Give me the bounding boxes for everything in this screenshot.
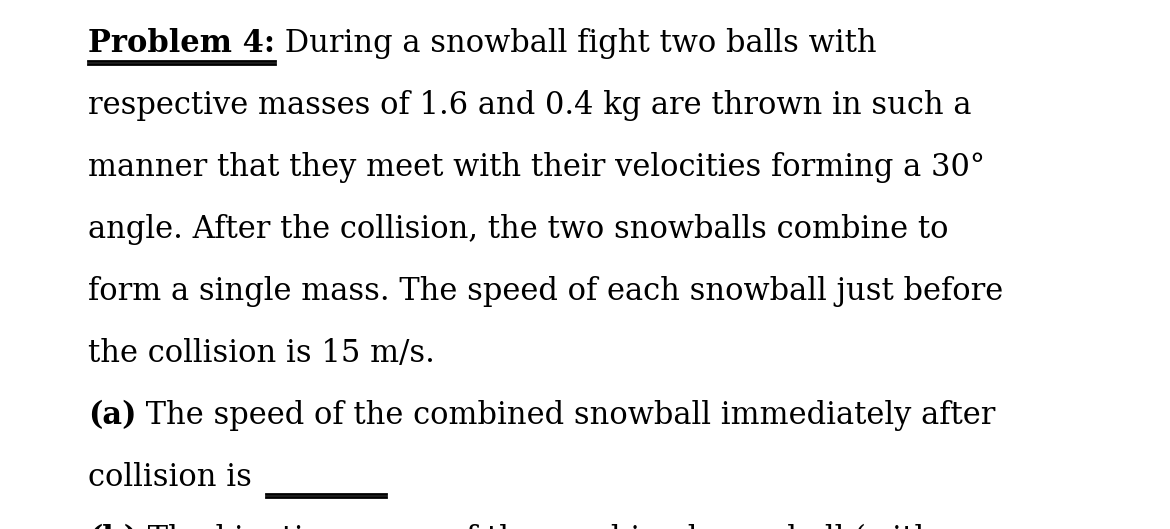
Text: respective masses of 1.6 and 0.4 kg are thrown in such a: respective masses of 1.6 and 0.4 kg are …: [88, 90, 971, 121]
Text: The kinetic energy of the combined snowball (with: The kinetic energy of the combined snowb…: [138, 524, 934, 529]
Text: manner that they meet with their velocities forming a 30°: manner that they meet with their velocit…: [88, 152, 985, 183]
Text: Problem 4:: Problem 4:: [88, 28, 275, 59]
Text: (b): (b): [88, 524, 138, 529]
Text: The speed of the combined snowball immediately after: The speed of the combined snowball immed…: [137, 400, 996, 431]
Text: the collision is 15 m/s.: the collision is 15 m/s.: [88, 338, 435, 369]
Text: (a): (a): [88, 400, 137, 431]
Text: angle. After the collision, the two snowballs combine to: angle. After the collision, the two snow…: [88, 214, 949, 245]
Text: During a snowball fight two balls with: During a snowball fight two balls with: [275, 28, 876, 59]
Text: collision is: collision is: [88, 462, 262, 493]
Text: form a single mass. The speed of each snowball just before: form a single mass. The speed of each sn…: [88, 276, 1003, 307]
